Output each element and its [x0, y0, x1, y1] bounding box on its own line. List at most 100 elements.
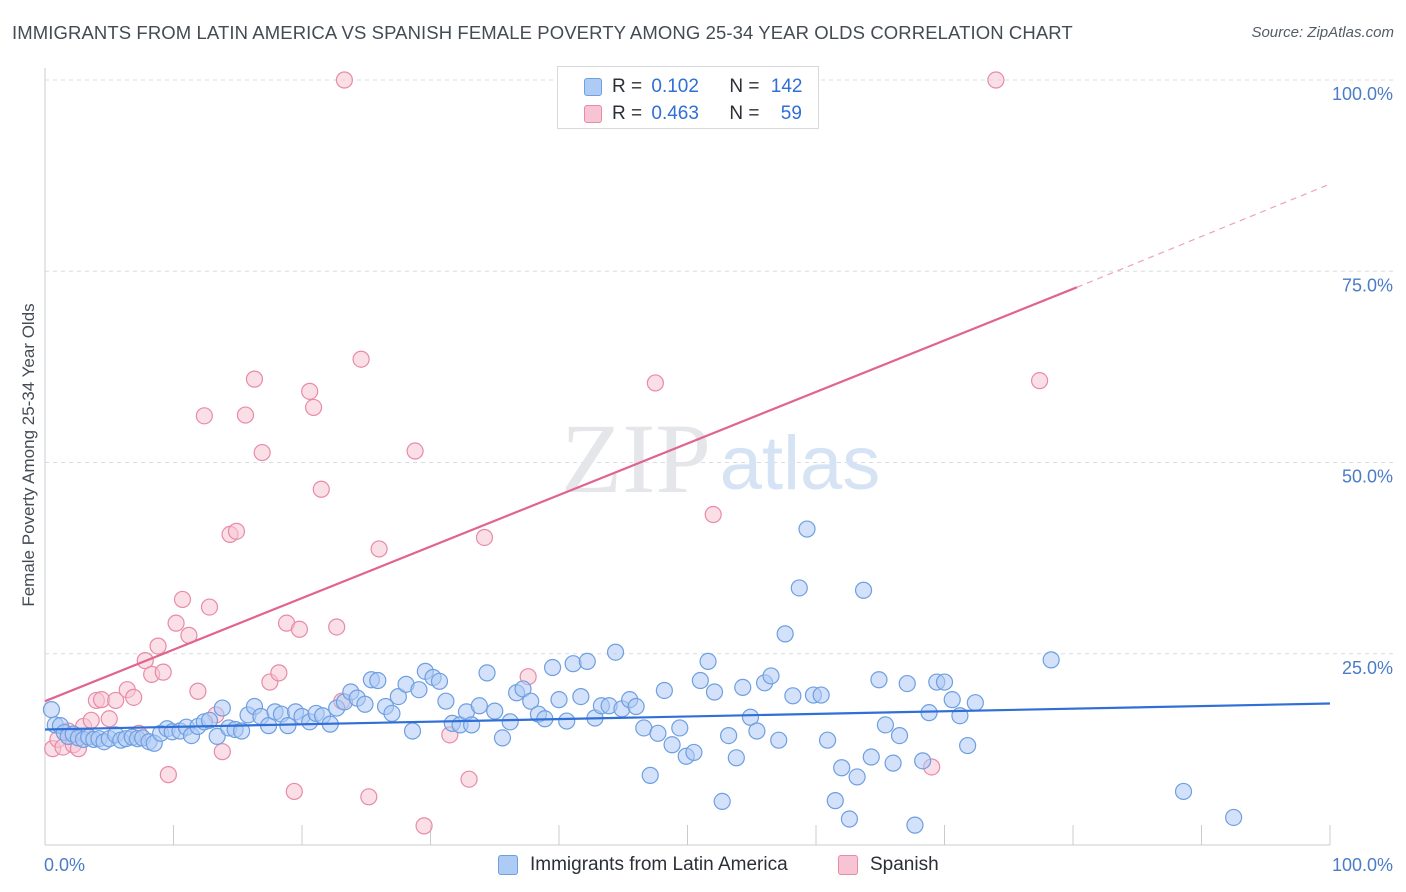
latin-america-point — [437, 692, 455, 710]
y-tick-labels: 25.0% 50.0% 75.0% 100.0% — [1332, 84, 1393, 678]
spanish-point — [475, 528, 494, 547]
legend-swatch-pink — [584, 105, 602, 123]
latin-america-point — [558, 712, 576, 730]
spanish-point — [415, 817, 433, 835]
legend-swatch-blue — [498, 855, 518, 875]
legend-n-value: 59 — [780, 103, 802, 124]
latin-america-point — [514, 680, 532, 698]
latin-america-point — [389, 687, 407, 706]
latin-america-point — [727, 749, 745, 767]
latin-america-point — [383, 704, 401, 723]
latin-america-point — [369, 671, 387, 690]
latin-america-point — [410, 681, 428, 699]
latin-america-point — [862, 748, 880, 766]
latin-america-point — [884, 754, 902, 772]
spanish-point — [245, 370, 264, 388]
spanish-point — [352, 350, 370, 368]
latin-america-point — [356, 695, 374, 713]
latin-america-point — [818, 731, 837, 749]
spanish-point — [987, 71, 1005, 89]
spanish-point — [213, 743, 231, 761]
latin-america-point — [741, 708, 760, 726]
source-credit: Source: ZipAtlas.com — [1251, 24, 1394, 41]
y-tick-label: 25.0% — [1342, 658, 1393, 678]
latin-america-point — [543, 658, 562, 677]
spanish-point — [100, 710, 118, 728]
spanish-point — [154, 663, 172, 681]
spanish-point — [646, 374, 664, 392]
legend-n-label: N = — [729, 76, 760, 97]
latin-america-point — [784, 687, 802, 705]
legend-swatch-blue — [584, 78, 602, 96]
latin-america-point — [403, 722, 422, 740]
latin-america-point — [833, 759, 851, 777]
latin-america-point — [470, 697, 488, 715]
latin-america-points — [42, 520, 1243, 834]
latin-america-point — [914, 752, 932, 770]
spanish-point — [227, 522, 246, 540]
trend-lines — [44, 183, 1331, 731]
latin-america-point — [876, 716, 894, 734]
spanish-point — [328, 618, 346, 636]
latin-america-point — [870, 671, 888, 689]
grid-lines — [45, 79, 1395, 655]
spanish-point — [304, 398, 323, 417]
spanish-point — [189, 682, 207, 700]
spanish-point — [125, 688, 143, 706]
legend-r-value: 0.102 — [651, 76, 699, 97]
legend-r-value: 0.463 — [651, 103, 699, 124]
spanish-point — [159, 766, 177, 784]
spanish-trend-line — [44, 286, 1078, 703]
spanish-point — [335, 71, 354, 89]
spanish-point — [1030, 372, 1049, 390]
legend-n-value: 142 — [770, 76, 803, 97]
latin-america-point — [890, 727, 909, 745]
latin-america-point — [906, 816, 924, 834]
legend-row-latin-america: R = 0.102 N = 142 — [558, 74, 802, 100]
latin-america-point — [578, 652, 596, 671]
latin-america-point — [42, 700, 61, 719]
latin-america-point — [208, 727, 226, 745]
legend-row-spanish: R = 0.463 N = 59 — [558, 101, 802, 127]
latin-america-point — [200, 711, 219, 729]
legend-r-label: R = — [612, 103, 643, 124]
latin-america-point — [213, 699, 231, 717]
latin-america-point — [1042, 651, 1060, 669]
latin-america-point — [734, 678, 752, 697]
latin-america-point — [748, 722, 766, 740]
legend-n-label: N = — [729, 103, 760, 124]
latin-america-point — [790, 579, 808, 597]
bottom-legend-spanish: Spanish — [838, 852, 939, 878]
spanish-point — [149, 637, 167, 655]
spanish-point — [82, 711, 100, 729]
spanish-trend-extension — [1076, 183, 1331, 288]
latin-america-point — [655, 681, 673, 700]
latin-america-point — [478, 664, 496, 682]
y-axis-label: Female Poverty Among 25-34 Year Olds — [19, 303, 38, 606]
spanish-point — [236, 406, 255, 424]
latin-america-point — [776, 625, 794, 643]
x-tick-label: 0.0% — [44, 855, 85, 875]
legend-label: Spanish — [870, 854, 939, 875]
latin-america-point — [233, 722, 251, 740]
latin-america-point — [564, 655, 582, 673]
latin-america-point — [486, 702, 504, 720]
spanish-point — [704, 505, 722, 524]
latin-america-point — [770, 731, 788, 749]
latin-america-point — [959, 736, 977, 755]
spanish-point — [301, 382, 319, 400]
chart-title: IMMIGRANTS FROM LATIN AMERICA VS SPANISH… — [12, 22, 1073, 43]
latin-america-point — [898, 674, 916, 693]
spanish-point — [370, 540, 388, 558]
spanish-point — [290, 620, 309, 638]
latin-america-point — [430, 672, 449, 690]
latin-america-point — [943, 691, 961, 709]
latin-america-point — [826, 792, 844, 810]
spanish-point — [406, 442, 424, 460]
legend-r-label: R = — [612, 76, 643, 97]
latin-america-point — [840, 810, 859, 828]
latin-america-point — [671, 719, 689, 737]
latin-america-point — [691, 671, 709, 690]
y-tick-label: 100.0% — [1332, 84, 1393, 104]
spanish-point — [173, 590, 192, 609]
